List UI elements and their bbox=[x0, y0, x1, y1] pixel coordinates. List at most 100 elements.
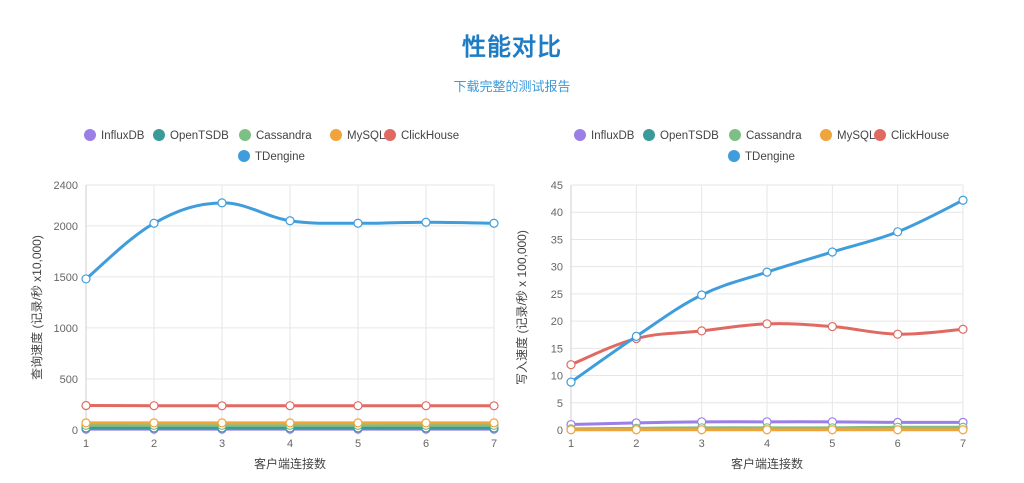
y-tick-label: 500 bbox=[60, 374, 78, 386]
legend-marker-clickhouse[interactable] bbox=[874, 129, 886, 141]
x-tick-label: 7 bbox=[960, 438, 966, 450]
data-point-mysql[interactable] bbox=[421, 418, 431, 428]
data-point-clickhouse[interactable] bbox=[421, 401, 431, 411]
x-tick-label: 3 bbox=[219, 438, 225, 450]
legend-marker-influxdb[interactable] bbox=[574, 129, 586, 141]
legend-label-tdengine[interactable]: TDengine bbox=[255, 151, 305, 163]
y-tick-label: 5 bbox=[557, 398, 563, 410]
data-point-clickhouse[interactable] bbox=[149, 401, 159, 411]
data-point-tdengine[interactable] bbox=[489, 218, 499, 228]
data-point-mysql[interactable] bbox=[149, 418, 159, 428]
data-point-tdengine[interactable] bbox=[81, 274, 91, 284]
data-point-clickhouse[interactable] bbox=[762, 319, 772, 329]
page-title: 性能对比 bbox=[462, 34, 562, 61]
legend-label-mysql[interactable]: MySQL bbox=[837, 130, 876, 142]
data-point-tdengine[interactable] bbox=[566, 377, 576, 387]
data-point-clickhouse[interactable] bbox=[958, 324, 968, 334]
data-point-tdengine[interactable] bbox=[285, 216, 295, 226]
data-point-mysql[interactable] bbox=[893, 425, 903, 435]
y-tick-label: 10 bbox=[551, 371, 563, 383]
legend-label-cassandra[interactable]: Cassandra bbox=[746, 130, 802, 142]
data-point-mysql[interactable] bbox=[827, 425, 837, 435]
data-point-clickhouse[interactable] bbox=[697, 326, 707, 336]
data-point-mysql[interactable] bbox=[566, 425, 576, 435]
legend-marker-opentsdb[interactable] bbox=[643, 129, 655, 141]
legend-marker-clickhouse[interactable] bbox=[384, 129, 396, 141]
legend-label-clickhouse[interactable]: ClickHouse bbox=[401, 130, 459, 142]
legend-label-opentsdb[interactable]: OpenTSDB bbox=[660, 130, 719, 142]
data-point-tdengine[interactable] bbox=[149, 218, 159, 228]
y-tick-label: 0 bbox=[72, 425, 78, 437]
legend-marker-tdengine[interactable] bbox=[238, 150, 250, 162]
data-point-clickhouse[interactable] bbox=[893, 329, 903, 339]
data-point-mysql[interactable] bbox=[631, 425, 641, 435]
data-point-mysql[interactable] bbox=[762, 425, 772, 435]
data-point-tdengine[interactable] bbox=[421, 217, 431, 227]
y-tick-label: 35 bbox=[551, 234, 563, 246]
data-point-mysql[interactable] bbox=[489, 418, 499, 428]
data-point-tdengine[interactable] bbox=[827, 247, 837, 257]
data-point-mysql[interactable] bbox=[285, 418, 295, 428]
legend-label-mysql[interactable]: MySQL bbox=[347, 130, 386, 142]
y-tick-label: 45 bbox=[551, 180, 563, 192]
legend-marker-cassandra[interactable] bbox=[239, 129, 251, 141]
y-tick-label: 1000 bbox=[54, 323, 78, 335]
write-speed-chart: InfluxDB OpenTSDB Cassandra MySQL ClickHouse… bbox=[514, 129, 968, 471]
y-axis-title: 写入速度 (记录/秒 x 100,000) bbox=[514, 230, 529, 385]
x-axis-title: 客户端连接数 bbox=[731, 456, 803, 471]
data-point-clickhouse[interactable] bbox=[81, 400, 91, 411]
data-point-tdengine[interactable] bbox=[217, 198, 227, 208]
data-point-tdengine[interactable] bbox=[958, 195, 968, 205]
y-tick-label: 0 bbox=[557, 425, 563, 437]
data-point-mysql[interactable] bbox=[958, 425, 968, 435]
data-point-tdengine[interactable] bbox=[697, 290, 707, 300]
y-tick-label: 2000 bbox=[54, 221, 78, 233]
y-tick-label: 25 bbox=[551, 289, 563, 301]
x-tick-label: 3 bbox=[699, 438, 705, 450]
data-point-mysql[interactable] bbox=[217, 418, 227, 428]
data-point-clickhouse[interactable] bbox=[353, 401, 363, 411]
data-point-tdengine[interactable] bbox=[762, 267, 772, 277]
data-point-mysql[interactable] bbox=[81, 418, 91, 428]
download-report-link[interactable]: 下载完整的测试报告 bbox=[453, 79, 571, 94]
data-point-tdengine[interactable] bbox=[353, 218, 363, 228]
y-tick-label: 20 bbox=[551, 316, 563, 328]
y-tick-label: 30 bbox=[551, 262, 563, 274]
y-tick-label: 2400 bbox=[54, 180, 78, 192]
x-tick-label: 2 bbox=[151, 438, 157, 450]
x-tick-label: 1 bbox=[568, 438, 574, 450]
y-tick-label: 15 bbox=[551, 343, 563, 355]
data-point-clickhouse[interactable] bbox=[827, 321, 837, 332]
data-point-clickhouse[interactable] bbox=[566, 360, 576, 370]
x-tick-label: 4 bbox=[764, 438, 770, 450]
x-axis-title: 客户端连接数 bbox=[254, 456, 326, 471]
x-tick-label: 5 bbox=[829, 438, 835, 450]
data-point-mysql[interactable] bbox=[697, 425, 707, 435]
legend-label-influxdb[interactable]: InfluxDB bbox=[101, 130, 145, 142]
legend-marker-opentsdb[interactable] bbox=[153, 129, 165, 141]
legend-marker-mysql[interactable] bbox=[330, 129, 342, 141]
legend-marker-cassandra[interactable] bbox=[729, 129, 741, 141]
data-point-clickhouse[interactable] bbox=[285, 401, 295, 411]
x-tick-label: 7 bbox=[491, 438, 497, 450]
data-point-clickhouse[interactable] bbox=[217, 401, 227, 411]
legend-label-opentsdb[interactable]: OpenTSDB bbox=[170, 130, 229, 142]
x-tick-label: 4 bbox=[287, 438, 293, 450]
x-tick-label: 6 bbox=[423, 438, 429, 450]
legend-marker-influxdb[interactable] bbox=[84, 129, 96, 141]
x-tick-label: 2 bbox=[633, 438, 639, 450]
data-point-tdengine[interactable] bbox=[893, 227, 903, 237]
y-tick-label: 1500 bbox=[54, 272, 78, 284]
legend-label-influxdb[interactable]: InfluxDB bbox=[591, 130, 635, 142]
legend-marker-tdengine[interactable] bbox=[728, 150, 740, 162]
data-point-mysql[interactable] bbox=[353, 418, 363, 428]
x-tick-label: 1 bbox=[83, 438, 89, 450]
data-point-tdengine[interactable] bbox=[631, 331, 641, 341]
data-point-clickhouse[interactable] bbox=[489, 401, 499, 411]
legend-label-tdengine[interactable]: TDengine bbox=[745, 151, 795, 163]
x-tick-label: 5 bbox=[355, 438, 361, 450]
legend-label-clickhouse[interactable]: ClickHouse bbox=[891, 130, 949, 142]
legend-marker-mysql[interactable] bbox=[820, 129, 832, 141]
query-speed-chart: InfluxDB OpenTSDB Cassandra MySQL ClickHouse… bbox=[29, 129, 499, 471]
legend-label-cassandra[interactable]: Cassandra bbox=[256, 130, 312, 142]
